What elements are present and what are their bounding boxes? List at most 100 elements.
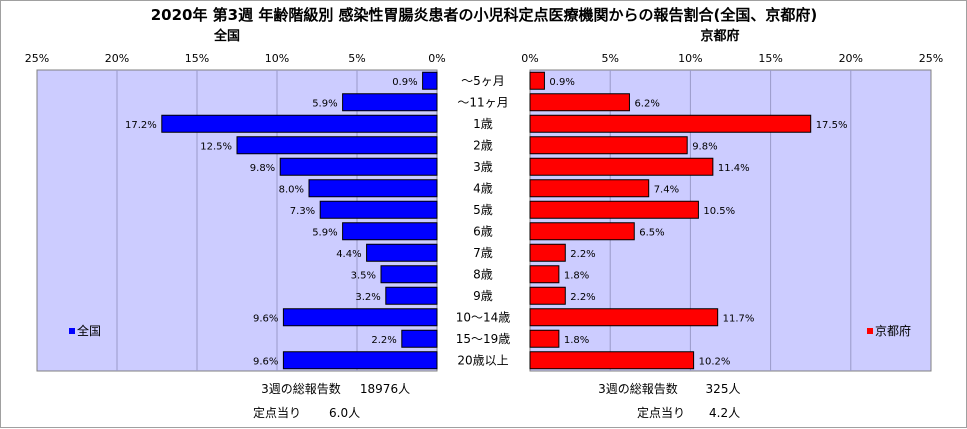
right-data-label: 6.5% [639, 227, 664, 238]
right-data-label: 2.2% [570, 249, 595, 260]
right-bar [529, 200, 699, 219]
left-data-label: 4.4% [336, 249, 361, 260]
category-label: 10～14歳 [456, 310, 511, 324]
right-bar [529, 71, 545, 90]
left-data-label: 5.9% [312, 227, 337, 238]
kyoto-per-value: 4.2人 [709, 406, 740, 420]
right-data-label: 0.9% [549, 77, 574, 88]
left-bar [380, 265, 438, 284]
national-per-value: 6.0人 [329, 406, 360, 420]
left-data-label: 17.2% [125, 120, 157, 131]
left-bar [282, 351, 438, 370]
category-label: 1歳 [473, 117, 493, 131]
kyoto-total-value: 325人 [706, 382, 741, 396]
right-data-label: 10.2% [699, 356, 731, 367]
right-bar [529, 351, 695, 370]
category-label: 6歳 [473, 224, 493, 238]
left-tick-label: 10% [265, 52, 289, 65]
category-label: ～5ヶ月 [461, 74, 505, 88]
left-bar [279, 157, 438, 176]
left-data-label: 3.2% [355, 292, 380, 303]
left-bar [282, 308, 438, 327]
left-data-label: 8.0% [279, 184, 304, 195]
left-tick-label: 15% [185, 52, 209, 65]
right-tick-label: 20% [839, 52, 863, 65]
left-data-label: 9.6% [253, 313, 278, 324]
right-plot-area: 0% 5% 10% 15% 20% 25% 0.9% 6.2% 17.5% 9.8%11.4% 7.… [521, 52, 943, 372]
right-bar [529, 265, 560, 284]
category-label: 20歳以上 [457, 353, 508, 367]
category-label: 4歳 [473, 181, 493, 195]
right-bar [529, 136, 688, 155]
right-tick-label: 10% [678, 52, 702, 65]
right-bar [529, 286, 566, 305]
right-data-label: 1.8% [564, 335, 589, 346]
left-tick-label: 20% [105, 52, 129, 65]
right-bar [529, 93, 630, 112]
left-panel-title: 全国 [213, 28, 240, 44]
left-bar [385, 286, 438, 305]
left-bar [161, 114, 438, 133]
left-tick-label: 5% [348, 52, 365, 65]
right-bar [529, 222, 635, 241]
category-label: 5歳 [473, 203, 493, 217]
left-data-label: 5.9% [312, 98, 337, 109]
left-bar [422, 71, 438, 90]
right-bar [529, 179, 650, 198]
right-tick-label: 15% [758, 52, 782, 65]
chart-title: 2020年 第3週 年齢階級別 感染性胃腸炎患者の小児科定点医療機関からの報告割… [151, 6, 818, 24]
legend-swatch-national [69, 328, 75, 334]
left-tick-label: 25% [25, 52, 49, 65]
right-bar [529, 308, 719, 327]
right-data-label: 17.5% [816, 120, 848, 131]
left-data-label: 7.3% [290, 206, 315, 217]
left-bar [236, 136, 438, 155]
left-data-label: 2.2% [371, 335, 396, 346]
left-bar [342, 93, 438, 112]
right-bar [529, 243, 566, 262]
category-label: 7歳 [473, 246, 493, 260]
legend-label-national: 全国 [77, 323, 101, 338]
left-tick-label: 0% [428, 52, 445, 65]
kyoto-total-label: 3週の総報告数 [598, 381, 678, 396]
left-data-label: 9.8% [250, 163, 275, 174]
legend-label-kyoto: 京都府 [875, 323, 911, 338]
kyoto-per-label: 定点当り [637, 405, 685, 420]
category-label: 2歳 [473, 138, 493, 152]
right-bar [529, 114, 812, 133]
legend-swatch-kyoto [867, 328, 873, 334]
right-data-label: 10.5% [703, 206, 735, 217]
right-data-label: 7.4% [654, 184, 679, 195]
category-label: 15～19歳 [456, 332, 511, 346]
right-data-label: 9.8% [692, 141, 717, 152]
left-bar [342, 222, 438, 241]
left-data-label: 0.9% [392, 77, 417, 88]
category-label: ～11ヶ月 [457, 95, 508, 109]
category-label: 3歳 [473, 160, 493, 174]
right-data-label: 6.2% [634, 98, 659, 109]
right-tick-label: 5% [601, 52, 618, 65]
national-total-label: 3週の総報告数 [261, 381, 341, 396]
right-tick-label: 25% [919, 52, 943, 65]
right-tick-label: 0% [521, 52, 538, 65]
right-data-label: 11.7% [723, 313, 755, 324]
right-data-label: 2.2% [570, 292, 595, 303]
category-labels: ～5ヶ月 ～11ヶ月 1歳 2歳 3歳 4歳 5歳 6歳 7歳 8歳 9歳 10～14歳 15～19歳 2… [456, 74, 511, 368]
left-data-label: 9.6% [253, 356, 278, 367]
right-panel-title: 京都府 [700, 28, 739, 44]
national-per-label: 定点当り [253, 405, 301, 420]
left-bar [319, 200, 438, 219]
left-data-label: 12.5% [200, 141, 232, 152]
category-label: 9歳 [473, 289, 493, 303]
left-data-label: 3.5% [351, 270, 376, 281]
right-bar [529, 157, 714, 176]
left-bar [308, 179, 438, 198]
right-data-label: 1.8% [564, 270, 589, 281]
left-bar [401, 329, 438, 348]
national-total-value: 18976人 [360, 382, 410, 396]
left-bar [366, 243, 438, 262]
right-bar [529, 329, 560, 348]
category-label: 8歳 [473, 267, 493, 281]
